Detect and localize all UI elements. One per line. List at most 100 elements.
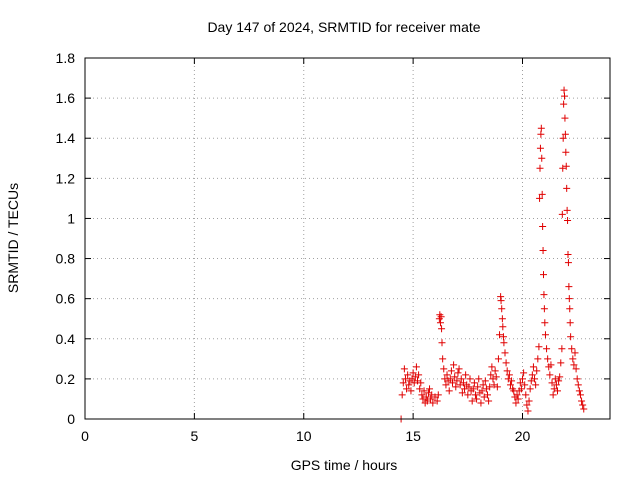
- data-point: [497, 297, 505, 305]
- x-tick-label: 0: [81, 428, 89, 444]
- data-point: [540, 271, 547, 279]
- data-point: [540, 305, 548, 313]
- data-point: [466, 375, 474, 383]
- data-point: [469, 385, 477, 393]
- data-point: [575, 387, 583, 395]
- data-point: [499, 333, 507, 341]
- data-point: [446, 375, 454, 383]
- data-point: [412, 363, 420, 371]
- data-point: [568, 345, 576, 353]
- data-point: [453, 377, 461, 385]
- data-point: [533, 367, 541, 375]
- data-point: [470, 379, 478, 387]
- data-point: [534, 355, 542, 363]
- data-point: [405, 381, 413, 389]
- data-point: [564, 251, 572, 259]
- data-point: [436, 319, 444, 327]
- data-point: [561, 92, 568, 100]
- data-point: [458, 389, 466, 397]
- data-point: [445, 387, 453, 395]
- data-point: [501, 349, 509, 357]
- data-point: [531, 375, 539, 383]
- data-point: [434, 391, 442, 399]
- data-point: [418, 391, 426, 399]
- data-point: [477, 399, 485, 407]
- data-point: [578, 397, 586, 405]
- data-point: [536, 164, 544, 172]
- data-point: [493, 383, 501, 391]
- data-point: [442, 381, 450, 389]
- data-point: [492, 373, 500, 381]
- data-point: [491, 367, 499, 375]
- data-point: [561, 114, 569, 122]
- data-point: [502, 359, 510, 367]
- data-point: [473, 395, 481, 403]
- data-point: [498, 315, 506, 323]
- y-axis-label: SRMTID / TECUs: [5, 183, 21, 293]
- data-point: [485, 397, 493, 405]
- data-point: [415, 371, 423, 379]
- axis-ticks: 0 5 10 15 20 0 0.2 0.4 0.6 0.8 1 1.2 1.4 1.6 1.8: [56, 50, 610, 444]
- x-tick-label: 20: [515, 428, 531, 444]
- x-tick-label: 10: [296, 428, 312, 444]
- data-point: [552, 381, 560, 389]
- data-point: [409, 369, 417, 377]
- data-point: [560, 86, 568, 94]
- data-points: [397, 86, 588, 423]
- data-point: [498, 305, 506, 313]
- data-point: [535, 343, 543, 351]
- y-tick-label: 1.8: [56, 50, 76, 66]
- data-point: [417, 379, 425, 387]
- y-tick-label: 0.8: [56, 251, 76, 267]
- data-point: [404, 371, 412, 379]
- data-point: [570, 361, 578, 369]
- data-point: [517, 385, 525, 393]
- data-point: [559, 134, 567, 142]
- data-point: [452, 383, 460, 391]
- data-point: [573, 375, 581, 383]
- data-point: [399, 379, 407, 387]
- y-tick-label: 0: [67, 411, 75, 427]
- data-point: [488, 363, 496, 371]
- data-point: [564, 216, 572, 224]
- data-point: [546, 371, 554, 379]
- data-point: [574, 381, 582, 389]
- data-point: [571, 349, 579, 357]
- data-point: [580, 405, 588, 413]
- data-point: [563, 184, 571, 192]
- data-point: [521, 381, 529, 389]
- y-tick-label: 1: [67, 210, 75, 226]
- data-point: [524, 407, 532, 415]
- data-point: [547, 361, 555, 369]
- data-point: [516, 379, 524, 387]
- data-point: [579, 401, 587, 409]
- data-point: [536, 144, 544, 152]
- data-point: [539, 222, 547, 230]
- data-point: [567, 333, 575, 341]
- data-point: [565, 295, 573, 303]
- data-point: [475, 375, 483, 383]
- data-point: [539, 247, 547, 255]
- data-point: [529, 363, 537, 371]
- data-point: [560, 100, 568, 108]
- data-point: [481, 377, 489, 385]
- data-point: [544, 355, 552, 363]
- data-point: [465, 383, 473, 391]
- data-point: [484, 391, 491, 399]
- data-point: [455, 365, 463, 373]
- data-point: [443, 371, 451, 379]
- data-point: [520, 369, 528, 377]
- data-point: [562, 162, 570, 170]
- data-point: [440, 365, 448, 373]
- data-point: [526, 385, 534, 393]
- data-point: [503, 367, 511, 375]
- data-point: [562, 148, 570, 156]
- data-point: [479, 381, 487, 389]
- data-point: [564, 259, 572, 267]
- y-tick-label: 1.2: [56, 170, 76, 186]
- data-point: [563, 206, 571, 214]
- data-point: [554, 387, 561, 395]
- data-point: [549, 391, 557, 399]
- data-point: [548, 379, 556, 387]
- data-point: [429, 399, 437, 407]
